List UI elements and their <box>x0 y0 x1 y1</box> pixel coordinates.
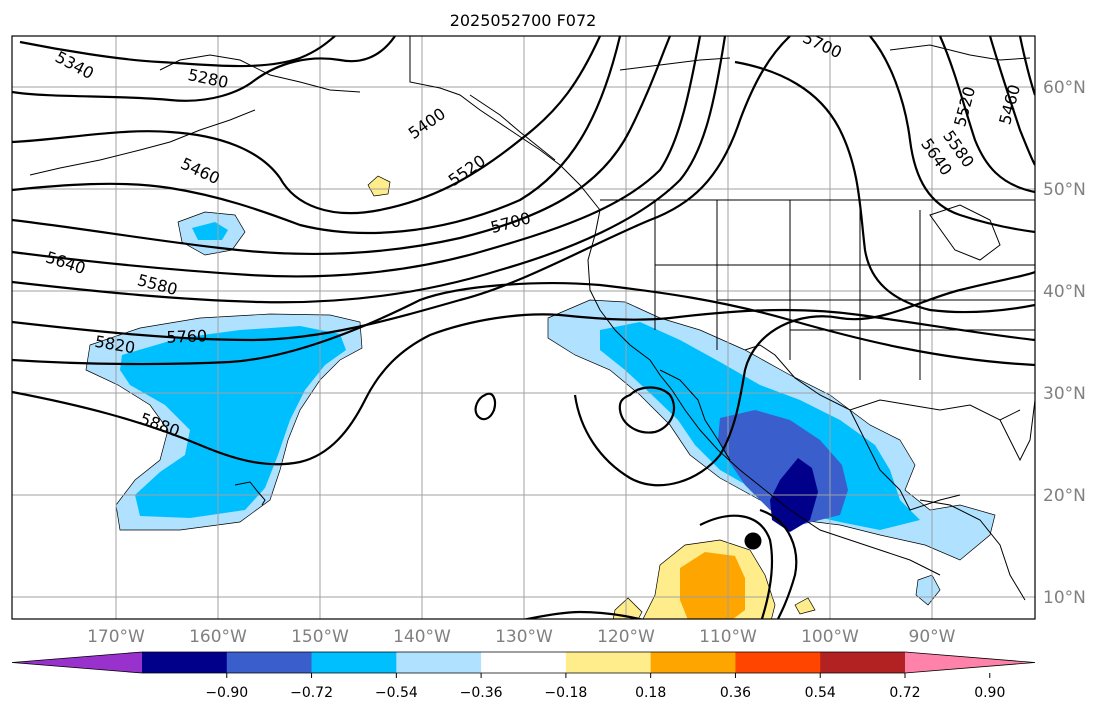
colorbar-segment <box>820 652 906 673</box>
fill-deep-sky-blue-small <box>192 222 228 240</box>
colorbar-tick-label: 0.36 <box>720 685 751 701</box>
lon-label: 170°W <box>87 627 145 647</box>
contour-label: 5760 <box>166 326 207 346</box>
lon-label: 110°W <box>699 627 757 647</box>
colorbar-tick-label: −0.72 <box>290 685 333 701</box>
colorbar-tick-label: −0.36 <box>460 685 503 701</box>
coastlines <box>29 36 1035 601</box>
lat-label: 30°N <box>1043 384 1086 404</box>
lon-label: 150°W <box>291 627 349 647</box>
height-contours <box>12 36 1035 619</box>
lat-label: 20°N <box>1043 486 1086 506</box>
colorbar-tick-label: 0.90 <box>974 685 1005 701</box>
colorbar-segment <box>226 652 313 673</box>
storm-center-dot <box>744 532 762 550</box>
fill-orange-pos <box>680 552 745 619</box>
colorbar-tick-label: −0.54 <box>375 685 418 701</box>
colorbar: −0.90 −0.72 −0.54 −0.36 −0.18 0.18 0.36 0.54 0.7… <box>11 651 1036 701</box>
colorbar-extend-low <box>12 652 142 673</box>
colorbar-tick-label: 0.54 <box>805 685 836 701</box>
fill-deep-sky-blue-pacific <box>120 326 346 518</box>
colorbar-outline <box>11 651 1036 674</box>
latitude-labels: 60°N 50°N 40°N 30°N 20°N 10°N <box>1043 78 1086 608</box>
colorbar-segment <box>481 652 567 673</box>
fill-light-yellow-small-2 <box>794 597 816 615</box>
colorbar-extend-high <box>905 652 1035 673</box>
colorbar-segment <box>142 652 228 673</box>
lon-label: 100°W <box>801 627 859 647</box>
map-border <box>11 35 1036 620</box>
colorbar-tick-label: −0.18 <box>544 685 587 701</box>
lon-label: 140°W <box>393 627 451 647</box>
colorbar-tick-label: 0.18 <box>635 685 666 701</box>
gridlines <box>12 36 1035 619</box>
fill-light-yellow-alaska <box>367 175 391 197</box>
colorbar-tick-label: 0.72 <box>889 685 920 701</box>
lat-label: 60°N <box>1043 78 1086 98</box>
colorbar-segment <box>396 652 482 673</box>
colorbar-segment <box>565 652 652 673</box>
lon-label: 90°W <box>909 627 956 647</box>
colorbar-tick-label: −0.90 <box>205 685 248 701</box>
colorbar-segment <box>650 652 736 673</box>
lat-label: 10°N <box>1043 588 1086 608</box>
longitude-labels: 170°W 160°W 150°W 140°W 130°W 120°W 110°… <box>87 627 956 647</box>
map-title: 2025052700 F072 <box>450 11 597 30</box>
lon-label: 160°W <box>189 627 247 647</box>
lon-label: 130°W <box>495 627 553 647</box>
lat-label: 40°N <box>1043 282 1086 302</box>
colorbar-segment <box>311 652 397 673</box>
colorbar-segment <box>735 652 821 673</box>
lat-label: 50°N <box>1043 180 1086 200</box>
lon-label: 120°W <box>597 627 655 647</box>
